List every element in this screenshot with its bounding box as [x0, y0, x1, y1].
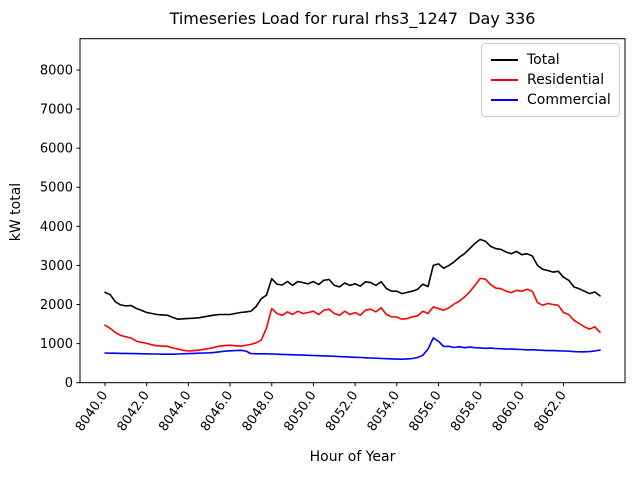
x-tick-label: 8042.0 [115, 388, 153, 434]
x-tick-label: 8048.0 [240, 388, 278, 434]
x-tick-label: 8044.0 [156, 388, 194, 434]
x-tick-label: 8056.0 [406, 388, 444, 434]
y-tick-label: 4000 [40, 220, 73, 235]
y-axis-label: kW total [8, 182, 24, 242]
y-tick-label: 6000 [40, 142, 73, 157]
chart-title: Timeseries Load for rural rhs3_1247 Day … [169, 9, 536, 28]
y-tick-label: 1000 [40, 337, 73, 352]
legend-label: Commercial [527, 92, 611, 108]
legend-entry-residential: Residential [491, 70, 611, 90]
x-tick-label: 8050.0 [281, 388, 319, 434]
y-tick-label: 0 [65, 376, 73, 391]
legend-line-icon [491, 79, 518, 81]
x-tick-label: 8040.0 [73, 388, 111, 434]
y-tick-label: 3000 [40, 259, 73, 274]
legend-label: Total [527, 52, 560, 68]
x-tick-label: 8060.0 [490, 388, 528, 434]
series-line-commercial [104, 337, 601, 361]
legend-entry-total: Total [491, 50, 611, 70]
x-tick-label: 8058.0 [448, 388, 486, 434]
y-tick-label: 5000 [40, 181, 73, 196]
series-line-total [104, 238, 601, 321]
x-tick-label: 8062.0 [531, 388, 569, 434]
x-tick-label: 8054.0 [365, 388, 403, 434]
y-tick-label: 7000 [40, 103, 73, 118]
legend: Total Residential Commercial [481, 43, 620, 117]
x-axis-label: Hour of Year [309, 449, 396, 465]
x-tick-label: 8052.0 [323, 388, 361, 434]
y-tick-label: 2000 [40, 298, 73, 313]
series-line-residential [104, 277, 601, 352]
legend-entry-commercial: Commercial [491, 90, 611, 110]
y-tick-label: 8000 [40, 63, 73, 78]
legend-line-icon [491, 99, 518, 101]
legend-line-icon [491, 59, 518, 61]
legend-label: Residential [527, 72, 605, 88]
x-tick-label: 8046.0 [198, 388, 236, 434]
axes-box [79, 38, 626, 384]
